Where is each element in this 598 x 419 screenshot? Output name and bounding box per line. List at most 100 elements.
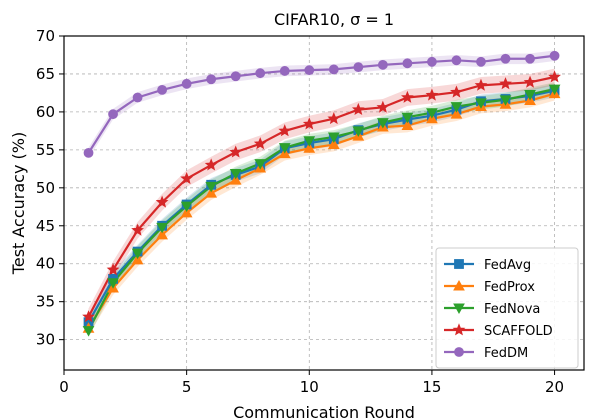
feddm-band (88, 50, 555, 159)
x-tick-label: 20 (545, 378, 564, 396)
feddm-point (451, 55, 462, 66)
fedprox-line (87, 92, 555, 329)
feddm-point (377, 59, 388, 70)
fedprox-point (401, 119, 414, 131)
legend-box (435, 247, 579, 369)
feddm-point (157, 84, 168, 95)
chart-title: CIFAR10, σ = 1 (274, 10, 394, 29)
y-tick-label: 40 (36, 255, 55, 273)
fednova-point (499, 95, 512, 106)
y-tick-label: 55 (36, 141, 55, 159)
y-tick-label: 30 (36, 331, 55, 349)
fednova-point (327, 132, 340, 143)
feddm-point (83, 147, 94, 158)
fednova-point (475, 98, 487, 109)
y-tick-label: 70 (36, 27, 55, 45)
feddm-point (549, 50, 560, 61)
feddm-point (206, 74, 217, 85)
legend-marker-fednova (453, 303, 465, 314)
scaffold-band (88, 68, 555, 326)
feddm-point (279, 66, 290, 76)
legend: FedAvg FedProx FedNova SCAFFOLD FedDM (435, 247, 579, 369)
scaffold-point (155, 195, 169, 208)
scaffold-point (425, 88, 439, 101)
fednova-point (401, 112, 414, 124)
legend-marker-scaffold (452, 323, 466, 336)
scaffold-point (278, 124, 292, 137)
legend-marker-fedavg (454, 259, 464, 269)
fedavg-band (88, 83, 555, 330)
fedprox-point (205, 187, 218, 198)
legend-label-feddm: FedDM (484, 346, 528, 361)
legend-label-scaffold: SCAFFOLD (484, 324, 553, 339)
fednova-point (548, 84, 561, 96)
fedprox-point (303, 142, 316, 153)
scaffold-point (302, 117, 316, 130)
x-tick-label: 15 (422, 378, 441, 396)
fednova-point (303, 136, 316, 147)
fedprox-point (131, 253, 144, 265)
x-tick-label: 10 (300, 378, 319, 396)
y-tick-label: 45 (36, 217, 55, 235)
feddm-point (427, 56, 437, 67)
feddm-point (132, 92, 143, 103)
feddm-point (328, 64, 339, 75)
scaffold-point (548, 70, 561, 83)
feddm-point (255, 68, 266, 79)
feddm-point (353, 62, 364, 73)
series-markers (82, 50, 561, 337)
scaffold-point (351, 102, 365, 116)
y-axis-label: Test Accuracy (%) (9, 132, 28, 275)
scaffold-point (180, 172, 194, 185)
y-tick-label: 65 (36, 65, 55, 83)
scaffold-point (450, 85, 463, 98)
legend-label-fedavg: FedAvg (484, 258, 531, 273)
fednova-point (450, 102, 463, 113)
feddm-point (500, 53, 511, 64)
feddm-point (476, 56, 486, 67)
fedprox-point (180, 206, 193, 218)
fednova-point (229, 168, 242, 180)
legend-label-fedprox: FedProx (484, 280, 535, 295)
feddm-point (402, 58, 413, 69)
fednova-point (82, 326, 95, 337)
scaffold-point (82, 310, 95, 323)
fednova-point (131, 248, 144, 260)
feddm-point (230, 71, 241, 82)
plot-frame (63, 35, 585, 371)
y-axis-ticks: 30 35 40 45 50 55 60 65 70 (36, 27, 64, 349)
fednova-point (352, 126, 365, 137)
x-tick-label: 5 (182, 378, 192, 396)
feddm-point (108, 109, 118, 120)
fednova-point (205, 181, 218, 193)
scaffold-point (523, 75, 537, 88)
fednova-point (278, 143, 291, 154)
scaffold-point (474, 78, 488, 91)
fedprox-point (450, 108, 463, 119)
x-axis-ticks: 0 5 10 15 20 (59, 370, 564, 396)
legend-marker-fedprox (453, 280, 465, 291)
fednova-point (426, 108, 438, 119)
fednova-point (156, 222, 168, 234)
fedprox-point (156, 228, 168, 240)
scaffold-point (204, 158, 218, 171)
scaffold-point (106, 263, 120, 276)
x-axis-label: Communication Round (233, 403, 415, 419)
fednova-point (180, 201, 193, 213)
fednova-point (524, 90, 536, 101)
y-tick-label: 35 (36, 293, 55, 311)
feddm-point (525, 53, 535, 64)
fednova-point (377, 118, 389, 129)
x-tick-label: 0 (59, 378, 69, 396)
feddm-point (304, 65, 315, 76)
scaffold-point (131, 223, 144, 236)
scaffold-point (229, 145, 243, 158)
scaffold-point (499, 77, 512, 90)
fedprox-point (229, 174, 242, 185)
feddm-point (181, 78, 192, 89)
y-tick-label: 60 (36, 103, 55, 121)
scaffold-point (401, 90, 414, 103)
scaffold-point (253, 137, 267, 150)
fednova-point (254, 159, 267, 170)
